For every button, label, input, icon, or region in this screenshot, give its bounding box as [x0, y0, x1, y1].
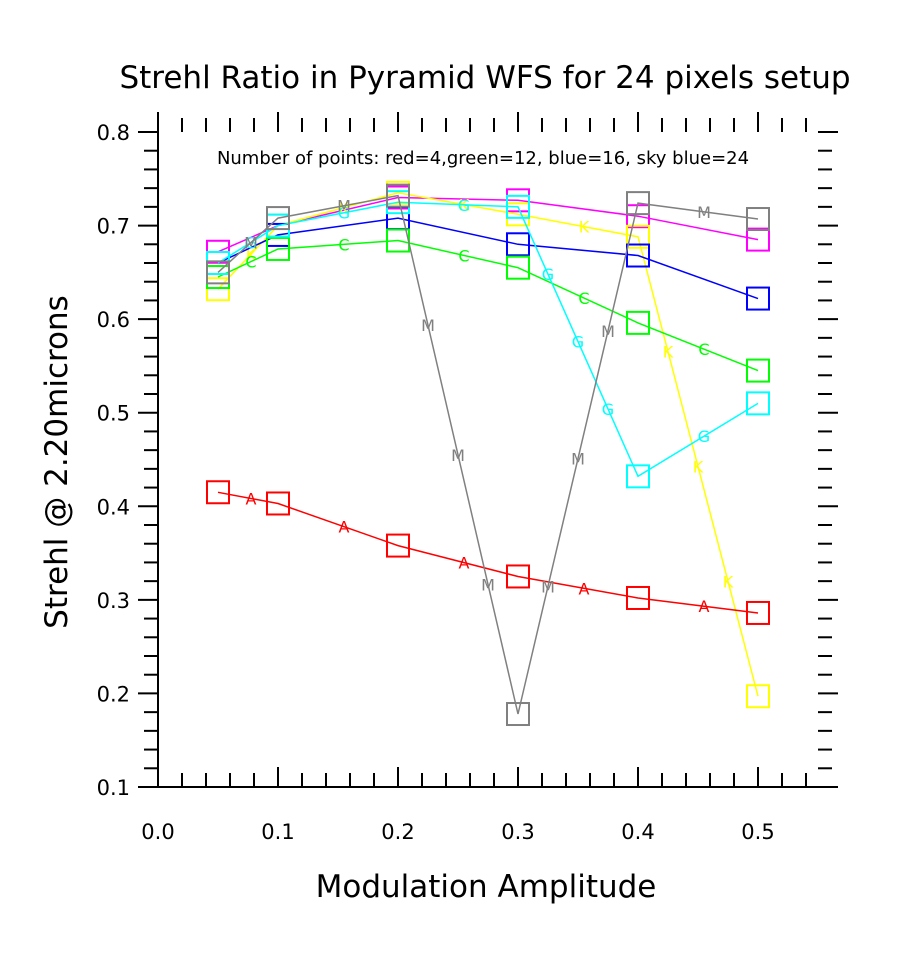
y-tick-label: 0.6 [97, 308, 130, 332]
series-point-1 [626, 224, 650, 249]
series-line-4 [217, 201, 759, 478]
series-mark-label-6: M [244, 234, 258, 253]
series-mark-label-1: K [693, 458, 704, 477]
series-mark-label-1: K [579, 218, 590, 237]
series-line-1 [217, 192, 759, 697]
y-tick-label: 0.7 [97, 215, 130, 239]
series-mark-label-3: C [698, 340, 709, 359]
series-point-6 [266, 206, 290, 231]
series-mark-label-3: C [245, 253, 256, 272]
series-mark-label-3: C [338, 235, 349, 254]
series-mark-label-1: K [246, 245, 257, 264]
series-point-5 [206, 480, 230, 505]
chart-annotation: Number of points: red=4,green=12, blue=1… [217, 148, 749, 169]
series-point-3 [506, 255, 530, 280]
series-point-6 [746, 207, 770, 232]
plot-frame [157, 132, 818, 788]
series-mark-label-4: G [698, 427, 710, 446]
series-mark-label-1: K [723, 572, 734, 591]
series-point-2 [506, 232, 530, 257]
series-mark-label-4: G [572, 333, 584, 352]
series-point-4 [746, 391, 770, 416]
y-tick-label: 0.5 [97, 402, 130, 426]
series-mark-label-3: C [458, 246, 469, 265]
series-point-4 [506, 194, 530, 219]
series-point-3 [266, 236, 290, 261]
series-point-6 [506, 702, 530, 727]
series-mark-label-6: M [337, 197, 351, 216]
x-tick-label: 0.5 [741, 820, 774, 844]
y-axis-label: Strehl @ 2.20microns [39, 295, 75, 629]
x-tick-label: 0.3 [501, 820, 534, 844]
series-mark-label-6: M [451, 446, 465, 465]
series-point-4 [626, 464, 650, 489]
series-point-5 [746, 600, 770, 625]
x-tick-label: 0.4 [621, 820, 654, 844]
series-point-2 [626, 243, 650, 268]
y-tick-label: 0.8 [97, 121, 130, 145]
series-point-2 [746, 286, 770, 311]
series-mark-label-4: G [458, 196, 470, 215]
series-point-6 [386, 183, 410, 208]
series-point-3 [206, 265, 230, 290]
series-point-6 [206, 260, 230, 285]
series-mark-label-1: K [339, 199, 350, 218]
series-mark-label-6: M [571, 450, 585, 469]
series-mark-label-6: M [481, 575, 495, 594]
series-mark-label-3: C [578, 289, 589, 308]
series-mark-label-4: G [542, 265, 554, 284]
chart-title: Strehl Ratio in Pyramid WFS for 24 pixel… [119, 60, 850, 96]
series-line-2 [217, 217, 759, 300]
series-mark-label-5: A [699, 597, 710, 616]
series-mark-label-5: A [579, 579, 590, 598]
series-point-1 [206, 277, 230, 302]
series-point-5 [386, 533, 410, 558]
series-line-3 [217, 239, 759, 372]
axis-ticks: 0.1 0.2 0.3 0.4 0.5 0.6 0.7 0.8 0.0 0.1 0.2 0.3 0.4 0… [97, 112, 838, 844]
y-tick-label: 0.2 [97, 682, 130, 706]
series-mark-label-6: M [421, 316, 435, 335]
series-line-6 [217, 194, 759, 715]
series-mark-label-6: M [601, 322, 615, 341]
x-tick-label: 0.2 [381, 820, 414, 844]
x-tick-label: 0.0 [141, 820, 174, 844]
series-mark-label-5: A [246, 489, 257, 508]
series-point-5 [506, 564, 530, 589]
series-point-3 [746, 358, 770, 383]
series-mark-label-5: A [459, 554, 470, 573]
series-mark-label-4: G [602, 400, 614, 419]
series-point-1 [746, 684, 770, 709]
series-mark-label-4: G [338, 204, 350, 223]
y-tick-label: 0.3 [97, 589, 130, 613]
y-tick-label: 0.4 [97, 495, 130, 519]
series-mark-label-5: A [339, 518, 350, 537]
series-mark-label-1: K [663, 343, 674, 362]
series-point-6 [626, 191, 650, 216]
y-tick-label: 0.1 [97, 776, 130, 800]
series-point-5 [266, 491, 290, 516]
x-axis-label: Modulation Amplitude [316, 869, 657, 905]
series-point-5 [626, 585, 650, 610]
series-line-5 [217, 491, 759, 614]
series-point-3 [626, 310, 650, 335]
series-mark-label-6: M [541, 577, 555, 596]
x-tick-label: 0.1 [261, 820, 294, 844]
series-point-0 [746, 227, 770, 252]
series-mark-label-6: M [697, 203, 711, 222]
